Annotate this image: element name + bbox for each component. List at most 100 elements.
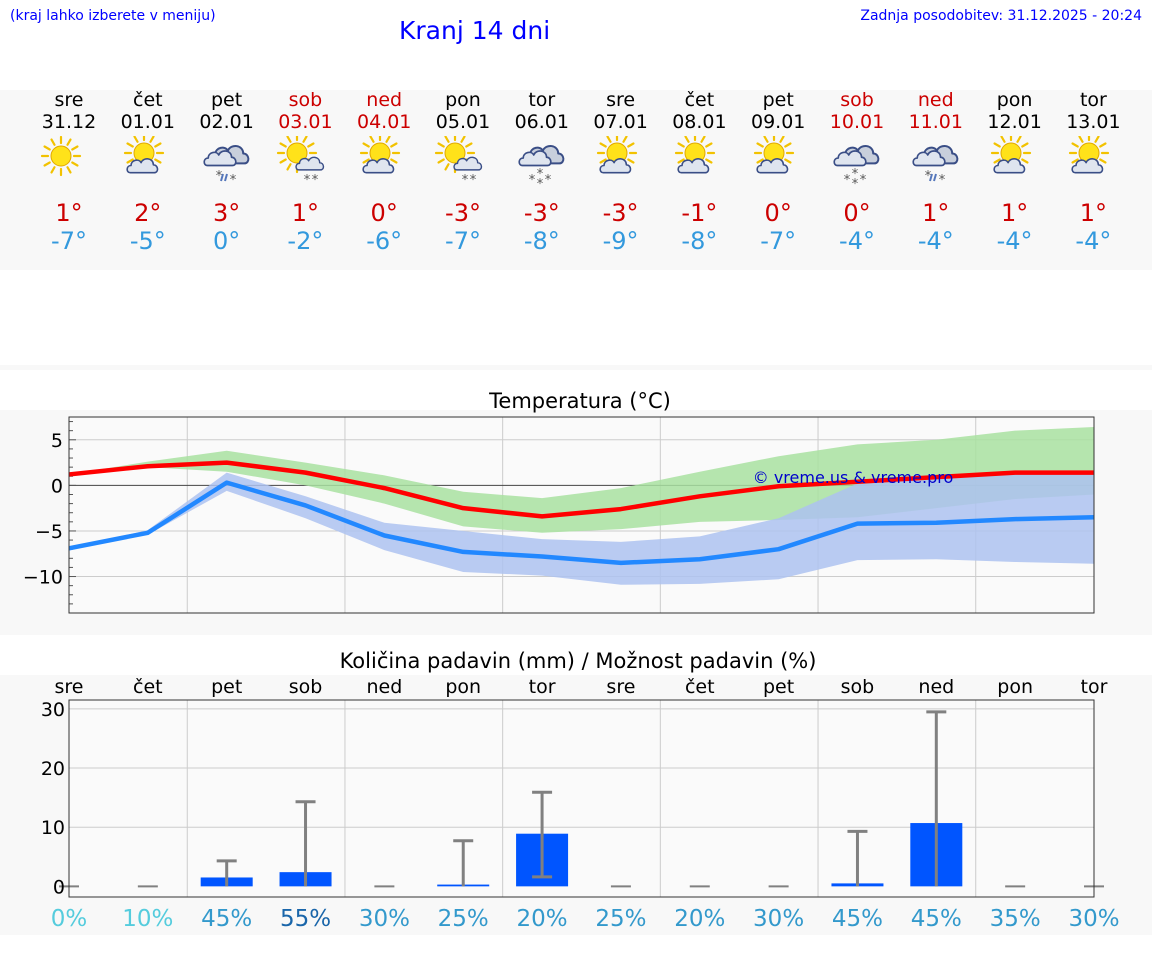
temp-max: 2°: [134, 199, 162, 227]
day-date: 01.01: [120, 111, 175, 133]
svg-text:*: *: [529, 173, 536, 188]
precip-probability: 35%: [990, 906, 1041, 932]
day-date: 08.01: [672, 111, 727, 133]
sun-cloud-icon: [990, 136, 1031, 174]
temp-max: 0°: [370, 199, 398, 227]
precip-probability: 20%: [674, 906, 725, 932]
temp-min: -4°: [996, 227, 1033, 255]
x-tick-label: pet: [763, 676, 794, 698]
x-tick-label: pon: [997, 676, 1033, 698]
x-tick-label: sob: [289, 676, 323, 698]
day-date: 12.01: [987, 111, 1042, 133]
temp-min: -9°: [602, 227, 639, 255]
precip-probability: 30%: [1068, 906, 1119, 932]
day-name: pon: [996, 89, 1033, 111]
header-location-note[interactable]: (kraj lahko izberete v meniju): [10, 8, 216, 24]
day-date: 04.01: [356, 111, 412, 133]
x-tick-label: tor: [1081, 676, 1108, 698]
y-tick-label: 30: [41, 699, 65, 721]
x-tick-label: sre: [606, 676, 635, 698]
temp-min: -2°: [287, 227, 324, 255]
temp-max: 0°: [843, 199, 871, 227]
y-tick-label: 0: [53, 876, 65, 898]
day-name: pon: [445, 89, 481, 111]
day-name: ned: [917, 89, 954, 111]
plot-frame: [68, 699, 1095, 898]
cloud-snow-icon: * * **: [833, 145, 880, 192]
sun-cloud-icon: [596, 136, 637, 174]
temp-min: -5°: [129, 227, 166, 255]
day-name: sob: [840, 89, 874, 111]
svg-text:*: *: [537, 177, 544, 192]
svg-text:*: *: [462, 173, 469, 188]
day-name: čet: [684, 89, 715, 111]
precip-probability: 30%: [359, 906, 410, 932]
y-tick-label: 5: [51, 430, 63, 452]
day-name: pet: [762, 89, 794, 111]
day-date: 09.01: [750, 111, 806, 133]
temp-min: -7°: [445, 227, 481, 255]
x-tick-label: čet: [685, 676, 715, 698]
precip-probability: 45%: [201, 906, 252, 932]
page-title: Kranj 14 dni: [399, 16, 551, 45]
day-name: sre: [606, 89, 636, 111]
x-tick-label: sob: [841, 676, 875, 698]
day-name: sre: [54, 89, 84, 111]
spacer-band: [0, 365, 1152, 370]
x-tick-label: pon: [445, 676, 481, 698]
day-date: 31.12: [41, 111, 97, 133]
temp-min: 0°: [212, 227, 241, 255]
forecast-band: [0, 90, 1152, 270]
temp-min: -4°: [839, 227, 875, 255]
temp-min: -7°: [51, 227, 87, 255]
temp-max: -3°: [445, 199, 481, 227]
y-tick-label: 10: [41, 817, 65, 839]
sun-icon: [40, 136, 82, 177]
day-name: čet: [133, 89, 163, 111]
day-name: sob: [288, 89, 323, 111]
temp-min: -4°: [1075, 227, 1112, 255]
chart-title: Količina padavin (mm) / Možnost padavin …: [340, 649, 817, 673]
svg-text:*: *: [229, 173, 236, 188]
sun-cloud-snow-icon: * *: [277, 136, 325, 188]
day-date: 06.01: [514, 111, 569, 133]
cloud-snow-icon: * * **: [518, 145, 565, 192]
x-tick-label: pet: [211, 676, 242, 698]
svg-text:*: *: [215, 169, 222, 184]
svg-text:*: *: [860, 173, 867, 188]
svg-text:*: *: [852, 177, 859, 192]
precip-probability: 45%: [832, 906, 883, 932]
x-tick-label: čet: [133, 676, 163, 698]
precip-probability: 10%: [122, 906, 173, 932]
sun-cloud-icon: [360, 136, 401, 174]
temp-min: -7°: [760, 227, 797, 255]
temperature-chart: Temperatura (°C) 5 0 −5 −10 © vreme.us & vrem…: [23, 389, 1095, 614]
temp-max: 1°: [55, 199, 83, 227]
y-tick-label: −10: [23, 567, 63, 589]
temp-min: -8°: [681, 227, 718, 255]
day-date: 11.01: [908, 111, 963, 133]
precipitation-chart: Količina padavin (mm) / Možnost padavin …: [41, 649, 1120, 932]
day-name: ned: [366, 89, 403, 111]
svg-text:*: *: [537, 167, 544, 182]
x-tick-label: sre: [55, 676, 84, 698]
svg-text:*: *: [470, 173, 477, 188]
chart-title: Temperatura (°C): [488, 389, 671, 413]
temp-max: 1°: [291, 199, 320, 227]
day-date: 10.01: [829, 111, 885, 133]
day-name: tor: [1079, 89, 1107, 111]
x-tick-label: ned: [918, 676, 954, 698]
sun-cloud-icon: [754, 136, 795, 174]
sun-cloud-icon: [1069, 136, 1110, 174]
svg-text:*: *: [304, 173, 311, 188]
line-max: [68, 460, 1094, 519]
svg-text:*: *: [545, 173, 552, 188]
cloud-sleet-icon: * *: [912, 145, 959, 188]
temp-max: 1°: [1079, 199, 1108, 227]
day-date: 02.01: [199, 111, 254, 133]
sun-cloud-icon: [675, 136, 716, 174]
precip-probability: 25%: [438, 906, 489, 932]
sun-cloud-icon: [123, 136, 164, 174]
precip-probability: 25%: [595, 906, 646, 932]
precip-probability: 20%: [517, 906, 568, 932]
